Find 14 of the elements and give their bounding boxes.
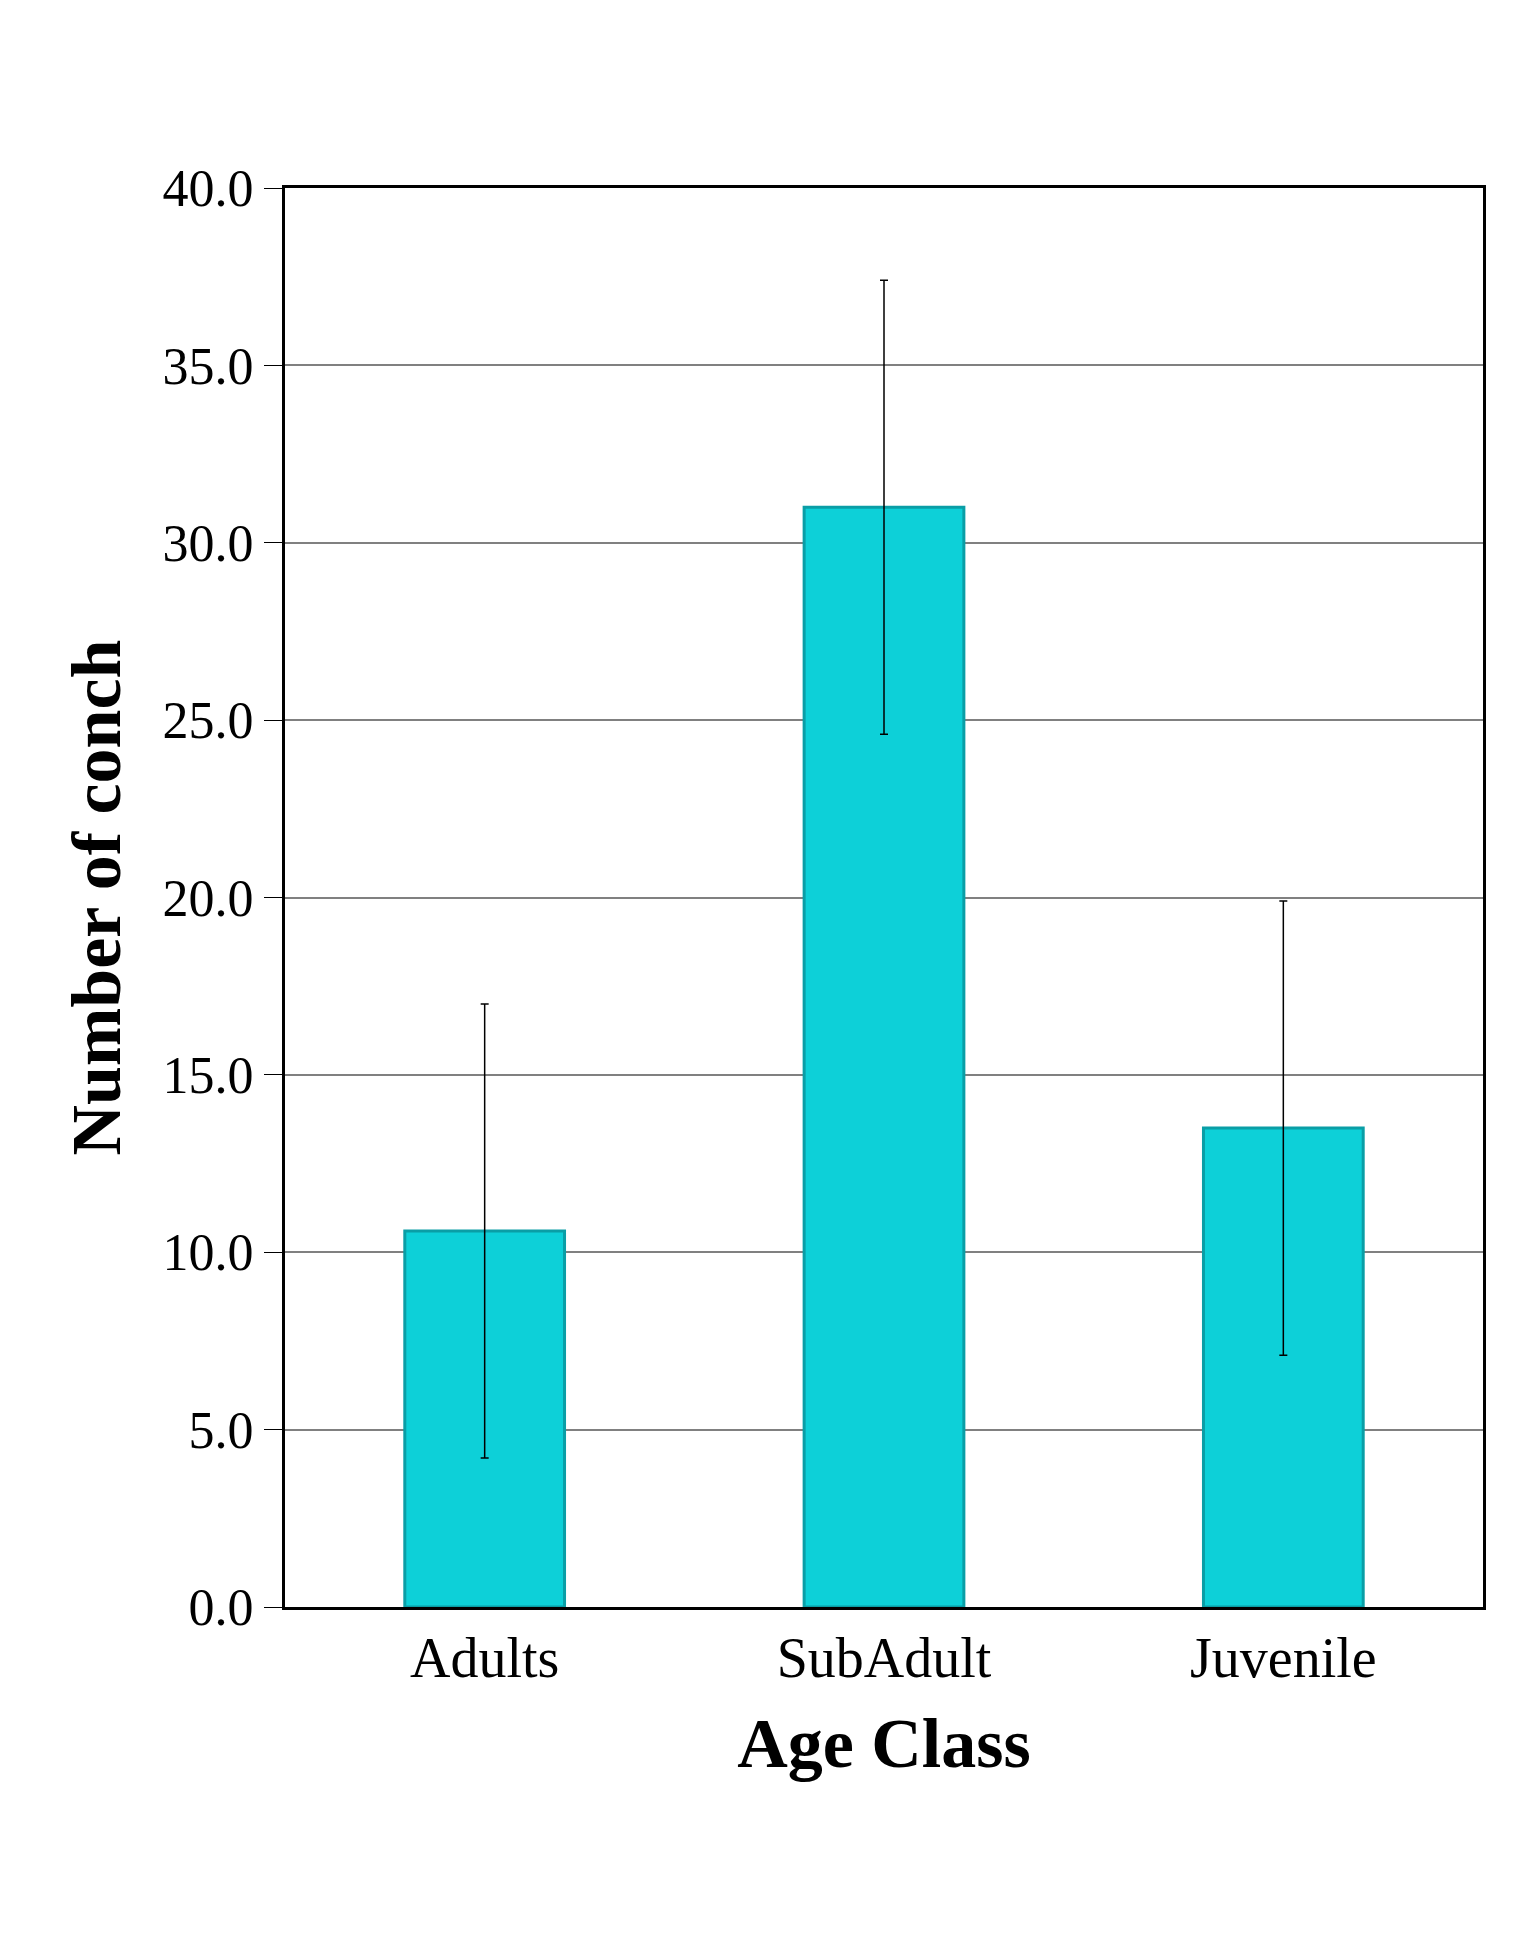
y-tick-label: 5.0: [188, 1401, 254, 1459]
y-tick-label: 35.0: [162, 337, 254, 395]
x-axis-title: Age Class: [737, 1704, 1031, 1782]
y-tick-label: 20.0: [162, 869, 254, 927]
y-tick-label: 25.0: [162, 692, 254, 750]
x-tick-label: Adults: [409, 1627, 560, 1690]
x-tick-label: SubAdult: [776, 1627, 992, 1690]
y-tick-label: 0.0: [188, 1579, 254, 1637]
y-tick-label: 30.0: [162, 514, 254, 572]
y-axis-title: Number of conch: [57, 639, 135, 1156]
x-tick-label: Juvenile: [1190, 1627, 1377, 1690]
y-tick-label: 40.0: [162, 160, 254, 218]
y-tick-label: 15.0: [162, 1047, 254, 1105]
y-tick-label: 10.0: [162, 1224, 254, 1282]
